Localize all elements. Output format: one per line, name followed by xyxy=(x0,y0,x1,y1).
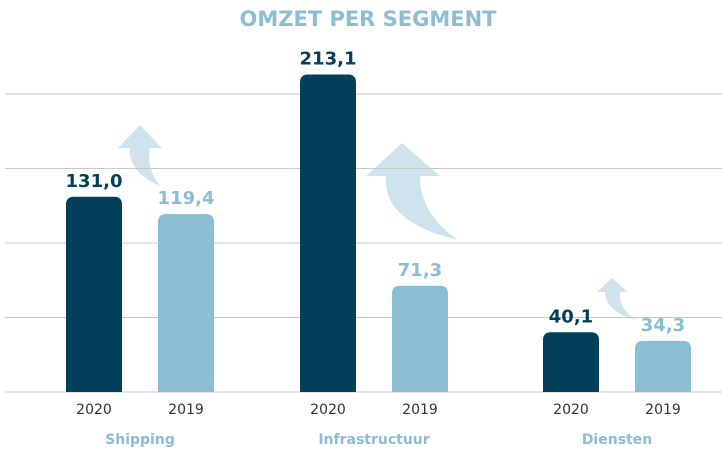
value-label: 213,1 xyxy=(300,48,357,69)
x-tick-label: 2019 xyxy=(168,402,204,418)
bar xyxy=(300,74,356,392)
bar xyxy=(392,285,448,392)
x-tick-label: 2020 xyxy=(310,402,346,418)
value-label: 131,0 xyxy=(66,171,123,192)
x-tick-label: 2020 xyxy=(553,402,589,418)
group-label: Infrastructuur xyxy=(318,432,429,448)
bar xyxy=(158,214,214,392)
x-tick-label: 2019 xyxy=(645,402,681,418)
group-label: Shipping xyxy=(105,432,175,448)
value-label: 119,4 xyxy=(158,188,215,209)
x-tick-label: 2020 xyxy=(76,402,112,418)
arrow xyxy=(118,125,162,186)
bar xyxy=(635,340,691,392)
x-tick-label: 2019 xyxy=(402,402,438,418)
arrow xyxy=(597,278,636,320)
group-label: Diensten xyxy=(582,432,652,448)
value-label: 71,3 xyxy=(398,260,442,281)
value-label: 40,1 xyxy=(549,306,593,327)
bar xyxy=(543,332,599,392)
chart-title: OMZET PER SEGMENT xyxy=(239,7,497,31)
bar xyxy=(66,196,122,392)
decorative-arrows xyxy=(118,125,636,320)
value-label: 34,3 xyxy=(641,315,685,336)
arrow xyxy=(366,143,458,240)
